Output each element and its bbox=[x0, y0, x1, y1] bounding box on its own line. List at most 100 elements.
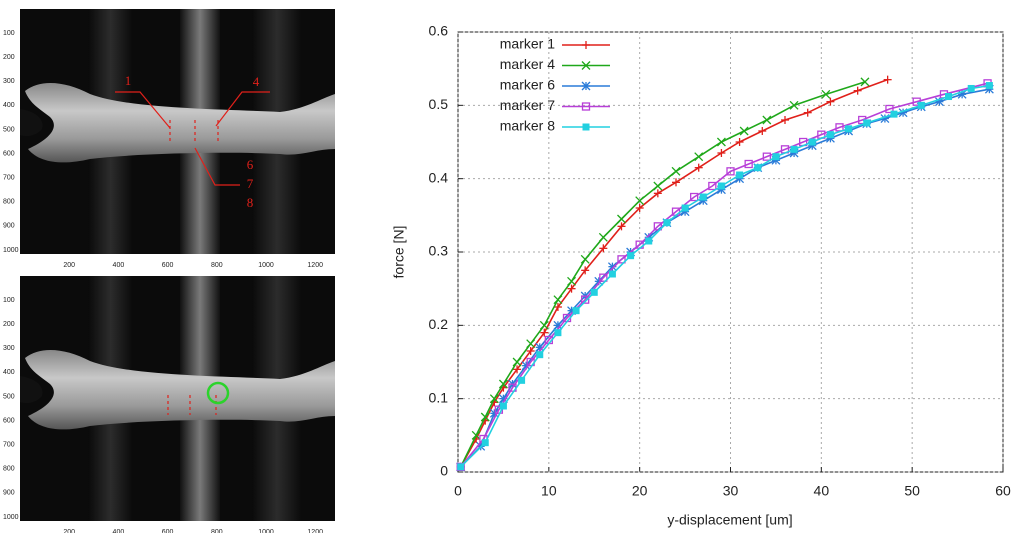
image-y-tick-label: 900 bbox=[3, 490, 15, 497]
image-y-tick-label: 800 bbox=[3, 466, 15, 473]
image-y-tick-label: 500 bbox=[3, 393, 15, 400]
image-bottom bbox=[20, 276, 335, 521]
marker-stroke bbox=[581, 81, 591, 91]
point bbox=[726, 167, 735, 176]
marker-stroke bbox=[635, 196, 645, 206]
marker-shape bbox=[536, 351, 544, 359]
marker-shape bbox=[599, 273, 608, 282]
image-x-tick-label: 600 bbox=[162, 529, 174, 533]
marker-stroke bbox=[512, 357, 522, 367]
marker-shape bbox=[772, 153, 780, 161]
point bbox=[635, 204, 644, 212]
point bbox=[967, 84, 975, 92]
marker-shape bbox=[826, 131, 834, 139]
point bbox=[653, 181, 663, 191]
point bbox=[853, 86, 862, 95]
y-tick-label: 0.4 bbox=[429, 169, 449, 185]
point bbox=[481, 439, 489, 447]
marker-stroke bbox=[489, 408, 499, 418]
marker-shape bbox=[808, 138, 816, 146]
point bbox=[567, 276, 577, 286]
image-y-tick-label: 1000 bbox=[3, 247, 19, 254]
image-y-tick-label: 700 bbox=[3, 175, 15, 182]
marker-stroke bbox=[671, 166, 681, 176]
legend-label: marker 4 bbox=[500, 56, 555, 72]
y-tick-label: 0.5 bbox=[429, 96, 449, 112]
x-tick-label: 60 bbox=[995, 483, 1011, 499]
point bbox=[617, 214, 626, 224]
point bbox=[912, 97, 921, 106]
legend-label: marker 8 bbox=[500, 118, 555, 134]
point bbox=[513, 365, 522, 374]
point bbox=[744, 159, 753, 169]
image-y-tick-label: 300 bbox=[3, 345, 15, 352]
image-y-tick-label: 200 bbox=[3, 321, 15, 328]
point bbox=[581, 102, 591, 111]
point bbox=[803, 108, 812, 117]
point bbox=[883, 75, 892, 84]
point bbox=[526, 339, 536, 349]
point bbox=[716, 137, 726, 147]
marker-stroke bbox=[598, 232, 608, 242]
point bbox=[553, 303, 562, 311]
image-x-tick-label: 600 bbox=[162, 262, 174, 269]
marker-shape bbox=[717, 182, 725, 190]
marker-shape bbox=[708, 181, 717, 191]
point bbox=[781, 116, 789, 124]
x-tick-label: 40 bbox=[814, 483, 830, 499]
point bbox=[717, 182, 725, 190]
point bbox=[580, 254, 590, 264]
image-y-tick-label: 100 bbox=[3, 297, 15, 304]
image-y-tick-label: 500 bbox=[3, 126, 15, 133]
marker-shape bbox=[499, 402, 507, 410]
point bbox=[553, 295, 563, 305]
marker-shape bbox=[845, 125, 853, 133]
point bbox=[635, 196, 645, 206]
marker-shape bbox=[912, 97, 921, 106]
point bbox=[762, 115, 772, 125]
point bbox=[599, 273, 608, 282]
marker-shape bbox=[736, 171, 744, 179]
marker-shape bbox=[945, 93, 952, 101]
point bbox=[457, 463, 465, 471]
point bbox=[608, 270, 616, 278]
image-y-tick-label: 800 bbox=[3, 199, 15, 206]
point bbox=[572, 307, 580, 315]
point bbox=[498, 379, 508, 389]
image-x-tick-label: 200 bbox=[63, 529, 75, 533]
y-tick-label: 0.3 bbox=[429, 243, 449, 259]
x-tick-label: 20 bbox=[632, 483, 648, 499]
point bbox=[581, 295, 590, 304]
marker-stroke bbox=[653, 181, 663, 191]
marker-shape bbox=[582, 123, 590, 131]
image-annotation: 8 bbox=[247, 195, 254, 210]
point bbox=[708, 181, 717, 191]
marker-shape bbox=[554, 329, 562, 337]
point bbox=[957, 89, 967, 99]
image-annotation: 6 bbox=[247, 157, 254, 172]
series-line bbox=[460, 84, 990, 468]
image-x-tick-label: 200 bbox=[63, 262, 75, 269]
marker-stroke bbox=[471, 430, 481, 440]
marker-shape bbox=[645, 237, 653, 245]
point bbox=[758, 127, 767, 135]
marker-shape bbox=[663, 219, 671, 227]
x-axis-label: y-displacement [um] bbox=[667, 512, 792, 528]
marker-stroke bbox=[694, 152, 704, 162]
image-top bbox=[20, 9, 335, 254]
point bbox=[835, 123, 844, 132]
marker-shape bbox=[754, 164, 762, 172]
point bbox=[890, 110, 898, 118]
point bbox=[945, 93, 952, 101]
marker-stroke bbox=[539, 320, 549, 330]
marker-stroke bbox=[580, 254, 590, 264]
point bbox=[582, 123, 590, 131]
point bbox=[598, 232, 608, 242]
point bbox=[582, 41, 590, 49]
marker-shape bbox=[917, 101, 925, 109]
y-axis-label: force [N] bbox=[391, 226, 407, 279]
legend-label: marker 7 bbox=[500, 97, 555, 113]
point bbox=[845, 125, 853, 133]
image-x-tick-label: 1000 bbox=[258, 262, 274, 269]
image-y-tick-label: 100 bbox=[3, 30, 15, 37]
